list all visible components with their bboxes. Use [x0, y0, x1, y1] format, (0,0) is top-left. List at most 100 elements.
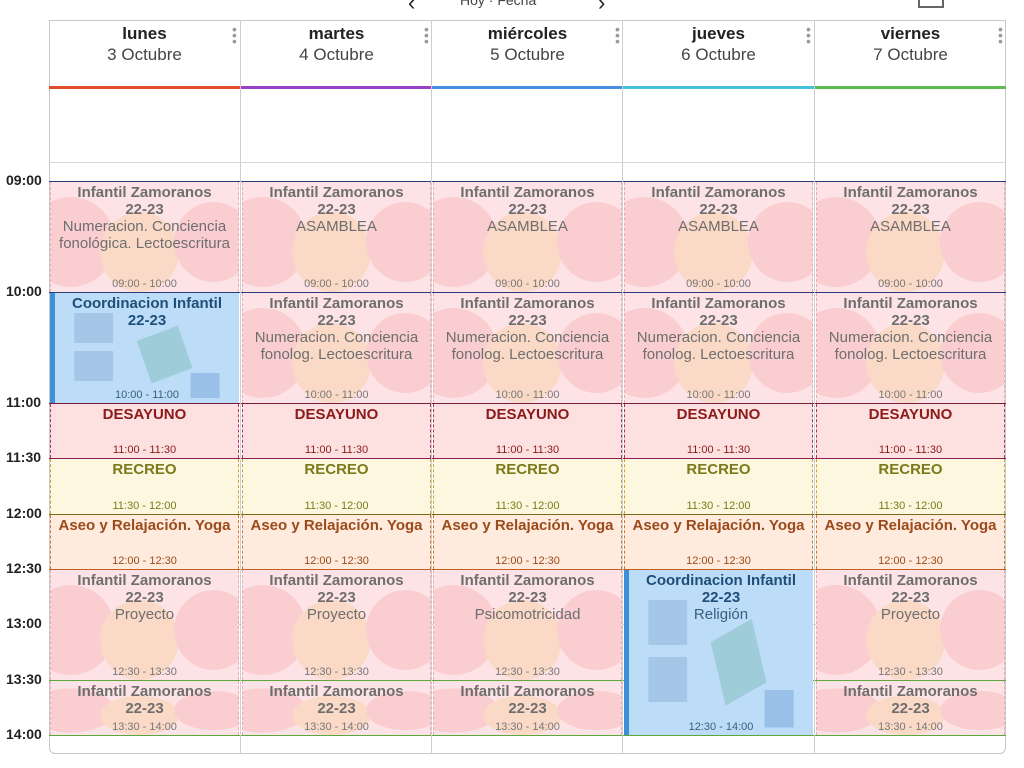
event-time: 10:00 - 11:00	[114, 389, 179, 401]
event-block[interactable]: Infantil Zamoranos 22-23 Numeracion. Conci…	[50, 182, 239, 292]
event-title: Coordinacion Infantil	[646, 572, 796, 589]
event-block[interactable]: DESAYUNO 11:00 - 11:30	[624, 404, 813, 458]
event-title: Infantil Zamoranos	[651, 295, 786, 312]
event-block[interactable]: Infantil Zamoranos 22-23 13:30 - 14:00	[242, 681, 431, 735]
time-label: 12:00	[6, 505, 42, 521]
event-block[interactable]: DESAYUNO 11:00 - 11:30	[816, 404, 1005, 458]
event-block[interactable]: Infantil Zamoranos 22-23 Proyecto 12:30 - 1…	[242, 570, 431, 680]
event-time: 11:00 - 11:30	[304, 444, 369, 456]
event-block[interactable]: RECREO 11:30 - 12:00	[624, 459, 813, 514]
event-block[interactable]: Aseo y Relajación. Yoga 12:00 - 12:30	[433, 515, 622, 569]
event-description: ASAMBLEA	[296, 218, 377, 235]
event-block[interactable]: RECREO 11:30 - 12:00	[433, 459, 622, 514]
day-header-4[interactable]: viernes 7 Octubre • • •	[815, 20, 1006, 86]
event-title: Infantil Zamoranos	[843, 184, 978, 201]
day-date: 6 Octubre	[681, 45, 756, 64]
event-block[interactable]: Infantil Zamoranos 22-23 ASAMBLEA 09:00 - 1…	[816, 182, 1005, 292]
today-date-button[interactable]: Hoy · Fecha	[460, 0, 537, 8]
week-nav-bar: ‹ Hoy · Fecha ›	[0, 0, 1024, 20]
day-name: lunes	[122, 24, 167, 43]
event-block[interactable]: DESAYUNO 11:00 - 11:30	[242, 404, 431, 458]
day-name: miércoles	[487, 24, 568, 43]
event-subtitle: 22-23	[891, 589, 930, 606]
event-time: 10:00 - 11:00	[495, 389, 560, 401]
event-title: Infantil Zamoranos	[77, 184, 212, 201]
prev-week-button[interactable]: ‹	[408, 0, 416, 15]
event-description: Proyecto	[880, 606, 941, 623]
more-options-icon[interactable]: • • •	[615, 21, 620, 49]
event-title: Infantil Zamoranos	[269, 572, 404, 589]
event-block[interactable]: Infantil Zamoranos 22-23 ASAMBLEA 09:00 - 1…	[242, 182, 431, 292]
event-title: Infantil Zamoranos	[843, 572, 978, 589]
event-title: Infantil Zamoranos	[460, 184, 595, 201]
event-time: 12:30 - 13:30	[878, 666, 943, 678]
event-subtitle: 22-23	[508, 312, 547, 329]
event-subtitle: 22-23	[699, 201, 738, 218]
event-subtitle: 22-23	[125, 201, 164, 218]
event-subtitle: 22-23	[127, 312, 167, 329]
hour-line	[49, 181, 1006, 182]
day-header-3[interactable]: jueves 6 Octubre • • •	[623, 20, 814, 86]
event-block[interactable]: Aseo y Relajación. Yoga 12:00 - 12:30	[816, 515, 1005, 569]
event-description: ASAMBLEA	[678, 218, 759, 235]
event-block[interactable]: DESAYUNO 11:00 - 11:30	[433, 404, 622, 458]
event-block[interactable]: Coordinacion Infantil 22-23 Religión 12:30 …	[624, 570, 813, 735]
day-header-2[interactable]: miércoles 5 Octubre • • •	[432, 20, 623, 86]
event-block[interactable]: RECREO 11:30 - 12:00	[50, 459, 239, 514]
event-subtitle: 22-23	[701, 589, 741, 606]
event-title: RECREO	[686, 461, 751, 478]
event-block[interactable]: Infantil Zamoranos 22-23 13:30 - 14:00	[816, 681, 1005, 735]
day-name: jueves	[692, 24, 745, 43]
day-header-1[interactable]: martes 4 Octubre • • •	[241, 20, 432, 86]
hour-line	[49, 680, 1006, 681]
event-block[interactable]: Infantil Zamoranos 22-23 Numeracion. Conci…	[433, 293, 622, 403]
time-label: 13:00	[6, 615, 42, 631]
event-block[interactable]: Infantil Zamoranos 22-23 ASAMBLEA 09:00 - 1…	[624, 182, 813, 292]
event-subtitle: 22-23	[317, 201, 356, 218]
event-description: Numeracion. Conciencia fonológica. Lecto…	[59, 218, 230, 252]
more-options-icon[interactable]: • • •	[424, 21, 429, 49]
event-description: Numeracion. Conciencia fonolog. Lectoesc…	[828, 329, 993, 363]
event-subtitle: 22-23	[508, 589, 547, 606]
event-block[interactable]: Coordinacion Infantil 22-23 10:00 - 11:00	[50, 293, 239, 403]
event-subtitle: 22-23	[891, 201, 930, 218]
event-time: 11:00 - 11:30	[878, 444, 943, 456]
more-options-icon[interactable]: • • •	[232, 21, 237, 49]
time-label: 11:30	[6, 449, 42, 465]
event-title: RECREO	[112, 461, 177, 478]
event-block[interactable]: Infantil Zamoranos 22-23 13:30 - 14:00	[433, 681, 622, 735]
more-options-icon[interactable]: • • •	[998, 21, 1003, 49]
day-date: 5 Octubre	[490, 45, 565, 64]
event-block[interactable]: Aseo y Relajación. Yoga 12:00 - 12:30	[624, 515, 813, 569]
event-block[interactable]: RECREO 11:30 - 12:00	[242, 459, 431, 514]
event-time: 11:30 - 12:00	[878, 500, 943, 512]
event-block[interactable]: Aseo y Relajación. Yoga 12:00 - 12:30	[242, 515, 431, 569]
event-block[interactable]: Infantil Zamoranos 22-23 Proyecto 12:30 - 1…	[816, 570, 1005, 680]
event-block[interactable]: Infantil Zamoranos 22-23 Numeracion. Conci…	[242, 293, 431, 403]
day-header-0[interactable]: lunes 3 Octubre • • •	[49, 20, 240, 86]
event-block[interactable]: Infantil Zamoranos 22-23 13:30 - 14:00	[50, 681, 239, 735]
event-block[interactable]: RECREO 11:30 - 12:00	[816, 459, 1005, 514]
hour-line	[49, 458, 1006, 459]
event-block[interactable]: Infantil Zamoranos 22-23 Numeracion. Conci…	[816, 293, 1005, 403]
event-block[interactable]: Infantil Zamoranos 22-23 Numeracion. Conci…	[624, 293, 813, 403]
column-divider	[431, 20, 432, 754]
next-week-button[interactable]: ›	[598, 0, 606, 15]
event-title: DESAYUNO	[102, 406, 187, 423]
week-calendar-grid	[49, 20, 1006, 754]
event-title: Infantil Zamoranos	[269, 184, 404, 201]
event-block[interactable]: Infantil Zamoranos 22-23 Psicomotricidad 12…	[433, 570, 622, 680]
event-block[interactable]: Infantil Zamoranos 22-23 Proyecto 12:30 - 1…	[50, 570, 239, 680]
event-subtitle: 22-23	[125, 700, 164, 717]
event-title: Infantil Zamoranos	[77, 572, 212, 589]
event-title: RECREO	[495, 461, 560, 478]
event-description: ASAMBLEA	[870, 218, 951, 235]
event-subtitle: 22-23	[317, 312, 356, 329]
calendar-view-icon[interactable]	[918, 0, 944, 8]
event-block[interactable]: Infantil Zamoranos 22-23 ASAMBLEA 09:00 - 1…	[433, 182, 622, 292]
event-description: Psicomotricidad	[474, 606, 581, 623]
event-block[interactable]: Aseo y Relajación. Yoga 12:00 - 12:30	[50, 515, 239, 569]
event-title: Infantil Zamoranos	[843, 683, 978, 700]
more-options-icon[interactable]: • • •	[806, 21, 811, 49]
event-block[interactable]: DESAYUNO 11:00 - 11:30	[50, 404, 239, 458]
